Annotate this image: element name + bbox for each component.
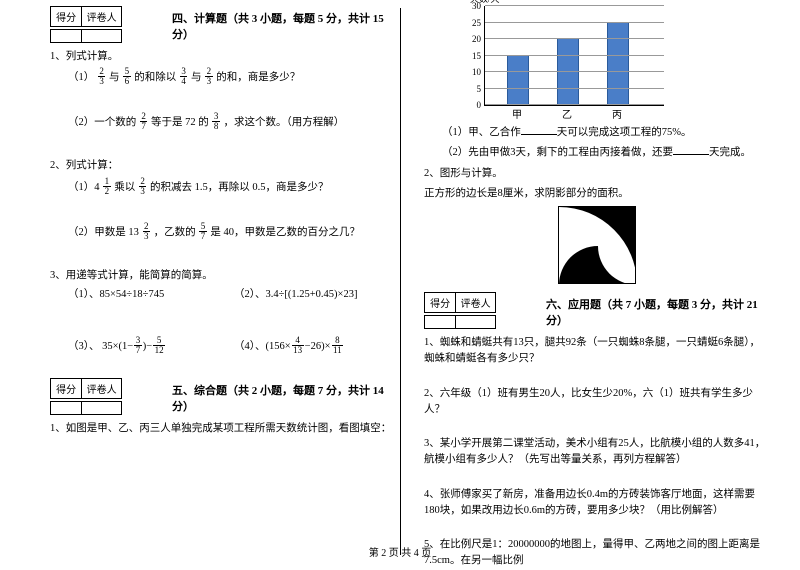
chart-area: 051015202530	[484, 6, 664, 106]
q4-2-2: （2）甲数是 13 23 ，乙数的 57 是 40，甲数是乙数的百分之几？	[68, 223, 400, 242]
left-column: 得分 评卷人 四、计算题（共 3 小题，每题 5 分，共计 15 分） 1、列式…	[50, 6, 410, 540]
q4-3-4: （4）、(156×413−26)×811	[234, 337, 400, 356]
q4-2: 2、列式计算：	[50, 158, 400, 174]
blank-1[interactable]	[521, 126, 557, 135]
q5-1: 1、如图是甲、乙、丙三人单独完成某项工程所需天数统计图，看图填空：	[50, 421, 400, 437]
section-4-title: 四、计算题（共 3 小题，每题 5 分，共计 15 分）	[172, 6, 400, 42]
section-4-head: 得分 评卷人 四、计算题（共 3 小题，每题 5 分，共计 15 分）	[50, 6, 400, 45]
q4-3-3: （3）、 35×(1−37)−512	[68, 337, 234, 356]
score-box-6-empty	[424, 315, 496, 329]
q4-1: 1、列式计算。	[50, 49, 400, 65]
score-label: 得分	[51, 7, 82, 26]
q6-4: 4、张师傅家买了新房，准备用边长0.4m的方砖装饰客厅地面，这样需要180块，如…	[424, 487, 770, 520]
right-column: 天数/天 051015202530 甲乙丙 （1）甲、乙合作天可以完成这项工程的…	[410, 6, 770, 540]
q4-1-1: （1） 23 与 56 的和除以 34 与 23 的和，商是多少？	[68, 68, 400, 87]
section-5-title: 五、综合题（共 2 小题，每题 7 分，共计 14 分）	[172, 378, 400, 414]
grader-label: 评卷人	[82, 379, 121, 398]
score-label: 得分	[51, 379, 82, 398]
score-box-5-empty	[50, 401, 122, 415]
score-label: 得分	[425, 293, 456, 312]
q6-1: 1、蜘蛛和蜻蜓共有13只，腿共92条（一只蜘蛛8条腿，一只蜻蜓6条腿），蜘蛛和蜻…	[424, 335, 770, 368]
square-diagram	[558, 206, 636, 284]
bar-chart: 天数/天 051015202530 甲乙丙	[484, 6, 770, 121]
q4-3-row2: （3）、 35×(1−37)−512 （4）、(156×413−26)×811	[68, 337, 400, 356]
r-fill-1: （1）甲、乙合作天可以完成这项工程的75%。	[442, 125, 770, 141]
r-q2: 2、图形与计算。	[424, 166, 770, 182]
q4-1-2: （2）一个数的 27 等于是 72 的 38 ，求这个数。（用方程解）	[68, 113, 400, 132]
section-6-title: 六、应用题（共 7 小题，每题 3 分，共计 21 分）	[546, 292, 770, 328]
score-box-5: 得分 评卷人	[50, 378, 122, 399]
q6-3: 3、某小学开展第二课堂活动，美术小组有25人，比航模小组的人数多41，航模小组有…	[424, 436, 770, 469]
score-box-4-empty	[50, 29, 122, 43]
q4-3-1: （1）、85×54÷18÷745	[68, 287, 234, 303]
q6-2: 2、六年级（1）班有男生20人，比女生少20%，六（1）班共有学生多少人？	[424, 386, 770, 419]
section-6-head: 得分 评卷人 六、应用题（共 7 小题，每题 3 分，共计 21 分）	[424, 292, 770, 331]
page: 得分 评卷人 四、计算题（共 3 小题，每题 5 分，共计 15 分） 1、列式…	[0, 0, 800, 540]
score-box-4: 得分 评卷人	[50, 6, 122, 27]
grader-label: 评卷人	[82, 7, 121, 26]
score-box-6: 得分 评卷人	[424, 292, 496, 313]
q4-3-2: （2）、3.4÷[(1.25+0.45)×23]	[234, 287, 400, 303]
q4-2-1: （1）4 12 乘以 23 的积减去 1.5，再除以 0.5，商是多少？	[68, 178, 400, 197]
grader-label: 评卷人	[456, 293, 495, 312]
q4-3: 3、用递等式计算，能简算的简算。	[50, 268, 400, 284]
r-q2-text: 正方形的边长是8厘米，求阴影部分的面积。	[424, 186, 770, 202]
q4-3-row1: （1）、85×54÷18÷745 （2）、3.4÷[(1.25+0.45)×23…	[68, 287, 400, 303]
bar-labels: 甲乙丙	[484, 106, 664, 121]
section-5-head: 得分 评卷人 五、综合题（共 2 小题，每题 7 分，共计 14 分）	[50, 378, 400, 417]
r-fill-2: （2）先由甲做3天，剩下的工程由丙接着做，还要天完成。	[442, 145, 770, 161]
blank-2[interactable]	[673, 146, 709, 155]
